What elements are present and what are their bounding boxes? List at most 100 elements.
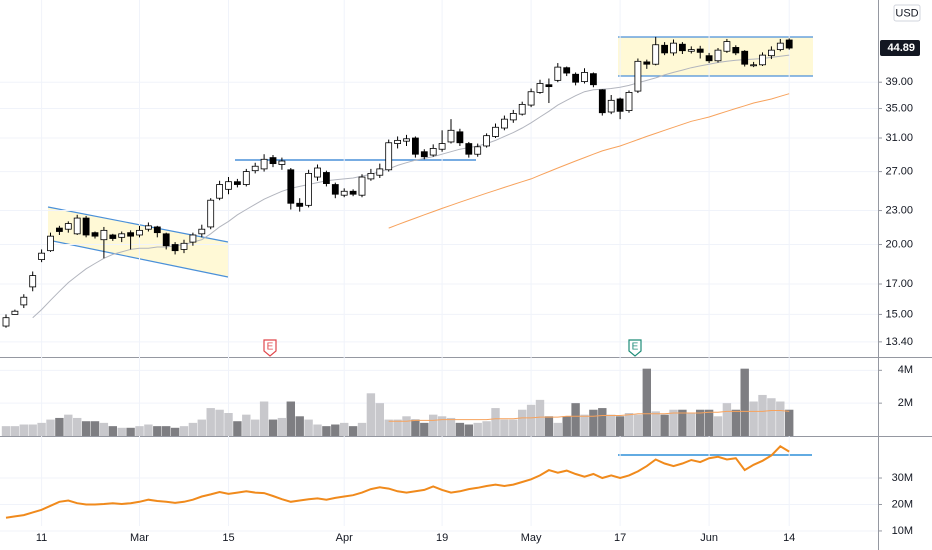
candle-body <box>349 190 357 195</box>
volume-bar <box>28 424 37 436</box>
candle-body <box>447 129 455 143</box>
x-tick-label: Apr <box>336 532 353 544</box>
volume-bar <box>722 403 732 436</box>
candle-body <box>536 83 544 93</box>
candle-body <box>331 184 339 195</box>
volume-bar <box>607 414 616 436</box>
last-price-tag <box>880 40 920 57</box>
x-tick-label: 15 <box>222 532 234 544</box>
volume-bar <box>553 422 562 436</box>
candle-body <box>91 232 99 237</box>
candle-body <box>2 317 10 327</box>
x-tick-label: 17 <box>614 532 626 544</box>
volume-bar <box>660 414 669 436</box>
x-tick-label: 14 <box>783 532 795 544</box>
candle-body <box>483 135 491 147</box>
y-tick-label: 30M <box>892 472 913 484</box>
candle-body <box>705 55 713 62</box>
volume-bar <box>446 417 456 436</box>
channel-line <box>47 206 229 243</box>
candle-body <box>509 113 517 121</box>
candle-body <box>759 54 766 66</box>
candle-body <box>670 42 677 54</box>
volume-bar <box>740 368 749 436</box>
volume-bar <box>535 399 545 436</box>
last-price-label: 44.89 <box>887 42 915 54</box>
candle-body <box>679 43 686 52</box>
volume-bar <box>135 426 144 436</box>
candle-body <box>56 227 63 232</box>
volume-bar <box>562 416 571 436</box>
candle-body <box>287 169 295 204</box>
volume-bar <box>295 416 304 436</box>
volume-bar <box>633 414 643 436</box>
candle-body <box>643 61 651 65</box>
candle-body <box>696 48 704 53</box>
volume-bar <box>526 404 536 436</box>
volume-bar <box>464 424 473 436</box>
volume-bar <box>37 422 46 436</box>
volume-bar <box>669 409 678 436</box>
volume-bar <box>64 414 73 436</box>
volume-bar <box>322 426 331 436</box>
candle-body <box>563 67 571 74</box>
volume-bar <box>509 419 518 436</box>
x-tick-label: May <box>521 532 542 544</box>
volume-bar <box>1 426 11 436</box>
volume-bar <box>713 416 723 436</box>
volume-bar <box>384 419 393 436</box>
volume-bar <box>251 419 260 436</box>
candle-body <box>171 244 179 252</box>
volume-bar <box>126 427 135 436</box>
volume-bar <box>402 416 411 436</box>
candle-body <box>296 202 304 207</box>
candle-body <box>136 229 143 236</box>
candle-body <box>572 73 579 83</box>
volume-bar <box>518 409 527 436</box>
volume-bar <box>197 419 206 436</box>
candle-body <box>518 103 526 115</box>
candle-body <box>376 168 384 176</box>
volume-bar <box>73 417 82 436</box>
candle-body <box>38 252 45 260</box>
x-tick-label: Mar <box>130 532 149 544</box>
volume-bar <box>420 422 429 436</box>
candle-body <box>527 91 535 106</box>
volume-bar <box>19 424 28 436</box>
volume-bar <box>704 409 714 436</box>
candle-body <box>11 310 19 315</box>
y-tick-label: 13.40 <box>885 336 913 348</box>
event-badge <box>263 339 277 357</box>
y-tick-label: 23.00 <box>885 204 913 216</box>
candle-body <box>456 131 464 144</box>
candle-body <box>545 84 553 88</box>
volume-bar <box>785 409 794 436</box>
moving-average <box>32 54 790 319</box>
candle-body <box>162 233 170 247</box>
volume-bar <box>500 419 509 436</box>
y-tick-label: 10M <box>892 525 913 537</box>
x-tick-label: 11 <box>36 532 47 544</box>
volume-bar <box>598 408 607 436</box>
candle-body <box>732 47 740 54</box>
volume-bar <box>366 393 376 436</box>
volume-bar <box>340 422 349 436</box>
volume-bar <box>544 416 554 436</box>
candle-body <box>474 146 482 155</box>
volume-bar <box>375 403 384 436</box>
volume-bar <box>651 411 660 436</box>
candle-body <box>367 172 375 180</box>
volume-bar <box>393 419 402 436</box>
candle-body <box>322 172 330 184</box>
volume-bar <box>429 414 438 436</box>
volume-bar <box>162 426 171 436</box>
volume-bar <box>482 421 491 436</box>
candle-body <box>768 49 775 57</box>
candle-body <box>340 190 348 196</box>
candle-body <box>625 91 633 112</box>
candle-body <box>278 160 286 165</box>
candle-body <box>20 296 28 306</box>
volume-bar <box>99 422 109 436</box>
candle-body <box>180 242 188 250</box>
x-tick-label: Jun <box>700 532 718 544</box>
